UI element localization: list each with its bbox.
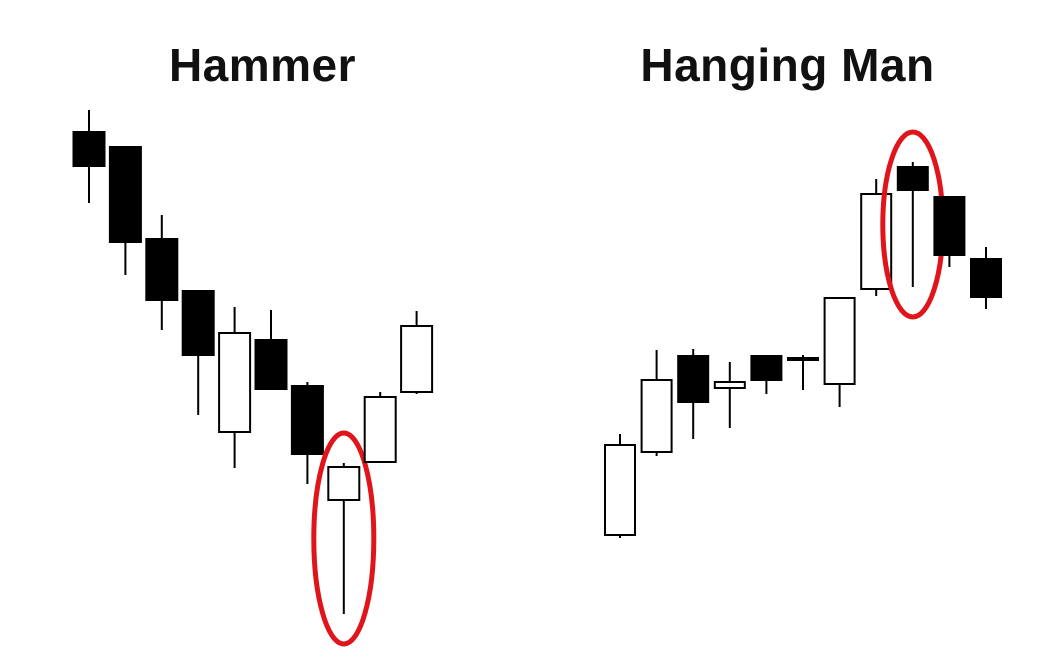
hammer-candle-body — [108, 146, 142, 243]
hammer-candle-body — [145, 238, 179, 301]
hammer-candle-body — [72, 131, 106, 167]
hammer-candle — [290, 382, 324, 484]
hammer-candle-body — [254, 339, 288, 390]
hanging-man-candle-body — [640, 379, 673, 453]
hanging-man-candle-body — [787, 357, 819, 361]
hammer-candle — [327, 463, 361, 614]
hanging-man-candle-body — [970, 258, 1002, 298]
hammer-candle — [72, 110, 106, 203]
hammer-candle-body — [400, 325, 434, 393]
hammer-candle-body — [363, 396, 397, 463]
hammer-candle-body — [327, 466, 361, 501]
hammer-title: Hammer — [168, 39, 357, 91]
hanging-man-candle — [787, 355, 819, 390]
hanging-man-candle — [604, 434, 636, 538]
hanging-man-candle-body — [896, 166, 929, 191]
hammer-candle — [145, 215, 179, 330]
hammer-candle-body — [218, 332, 252, 433]
hammer-candle — [218, 307, 252, 468]
hanging-man-candle — [970, 247, 1002, 309]
hammer-panel: Hammer — [72, 39, 434, 647]
hanging-man-candle-body — [933, 196, 966, 256]
hammer-candle — [254, 310, 288, 390]
hanging-man-candle — [640, 350, 673, 456]
hanging-man-candle — [750, 355, 783, 394]
hammer-candle — [108, 146, 142, 275]
hammer-candle — [363, 392, 397, 463]
hammer-candle — [400, 311, 434, 394]
hanging-man-candle-body — [713, 381, 746, 389]
hanging-man-candle — [933, 196, 966, 267]
hanging-man-chart — [604, 129, 1002, 538]
hanging-man-candle-body — [677, 355, 710, 403]
hanging-man-panel: Hanging Man — [525, 0, 1050, 660]
hammer-highlight-ellipse — [311, 430, 377, 647]
hammer-candle-body — [290, 385, 324, 455]
hammer-candle — [181, 290, 215, 415]
hanging-man-candle-body — [750, 355, 783, 381]
hammer-chart — [72, 110, 434, 647]
hanging-man-candle — [713, 362, 746, 428]
hanging-man-candle-body — [823, 297, 856, 385]
hanging-man-candle — [823, 297, 856, 407]
hanging-man-title: Hanging Man — [640, 39, 935, 91]
hanging-man-candle — [896, 162, 929, 287]
hammer-candle-body — [181, 290, 215, 356]
hanging-man-candle-body — [604, 444, 636, 536]
hanging-man-candle — [677, 349, 710, 439]
